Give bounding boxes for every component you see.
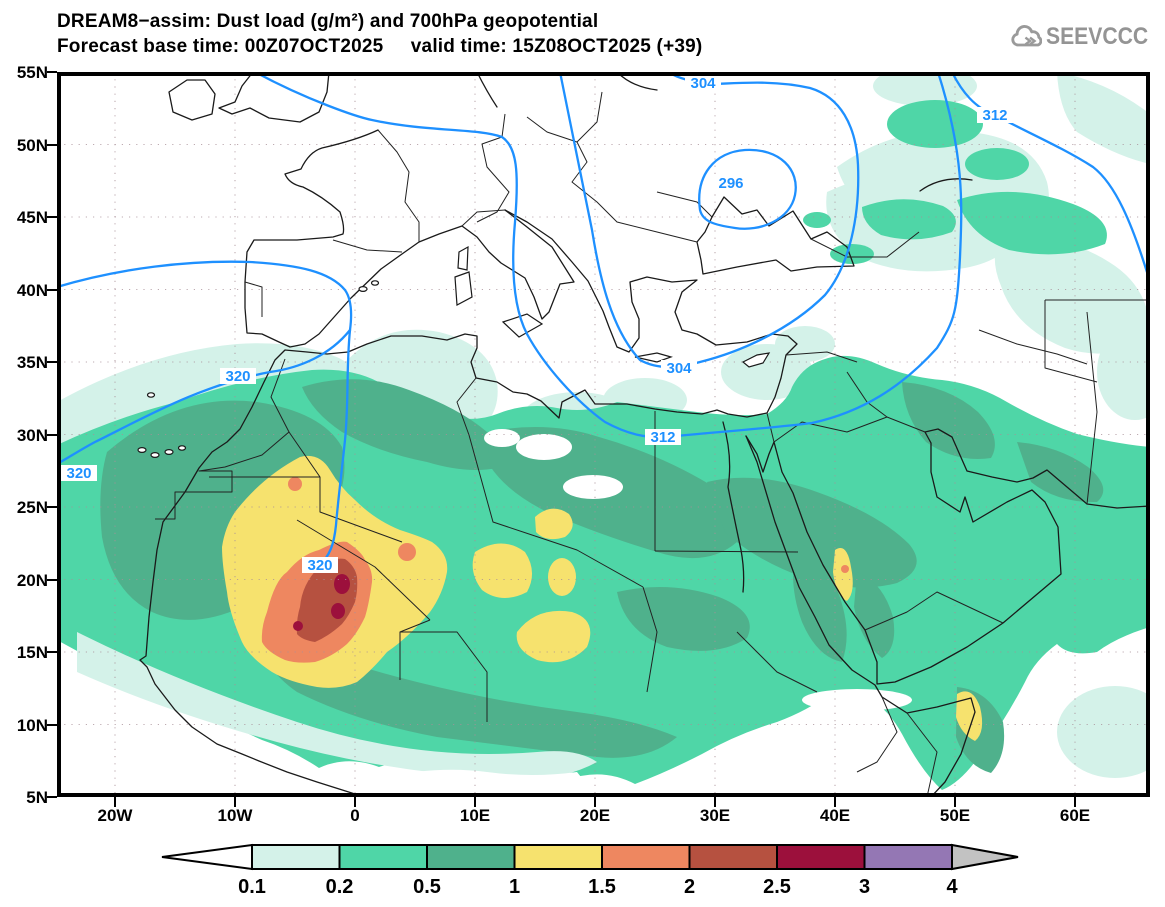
map-svg: 304 296 312 304 312 320 320 320: [55, 66, 1165, 798]
colorbar: 0.1 0.2 0.5 1 1.5 2 2.5 3 4: [161, 843, 1019, 898]
map-frame: [57, 72, 1150, 797]
colorbar-segment: [863, 844, 953, 870]
geopotential-contours: [55, 70, 1152, 570]
colorbar-tick-label: 0.1: [238, 876, 266, 898]
colorbar-tick-label: 4: [946, 876, 958, 898]
colorbar-segment: [688, 844, 778, 870]
logo-wordmark: SEEVCCC: [1045, 23, 1149, 50]
lon-tick-label: 20W: [97, 806, 133, 825]
seevccc-logo: SEEVCCC: [1010, 16, 1162, 58]
colorbar-segment: [601, 844, 691, 870]
contour-label: 320: [66, 465, 91, 482]
axis-tick: [47, 578, 57, 581]
lat-tick-label: 10N: [16, 715, 48, 735]
white-holes-and-ocean: [57, 429, 912, 797]
lat-tick-label: 5N: [26, 788, 48, 807]
axis-tick: [47, 71, 57, 73]
colorbar-tick-label: 2: [684, 876, 695, 898]
contour-label: 304: [690, 75, 716, 92]
lat-tick-label: 50N: [16, 135, 48, 155]
colorbar-segment: [426, 844, 516, 870]
contour-label: 320: [225, 368, 250, 385]
axis-tick: [47, 143, 57, 146]
lon-tick-label: 50E: [939, 806, 971, 825]
lon-tick-label: 40E: [819, 806, 851, 825]
lat-tick-label: 15N: [16, 643, 48, 662]
contour-labels: 304 296 312 304 312 320 320 320: [61, 75, 1013, 574]
axis-tick: [47, 288, 57, 291]
axis-tick: [47, 361, 57, 363]
axis-tick: [714, 797, 716, 807]
colorbar-overflow-arrow: [951, 843, 1019, 871]
axis-tick: [47, 216, 57, 218]
map-panel: 304 296 312 304 312 320 320 320: [55, 66, 1165, 798]
lon-tick-label: 0: [350, 806, 360, 825]
axis-tick: [474, 797, 476, 807]
colorbar-segment: [776, 844, 866, 870]
colorbar-tick-label: 3: [859, 876, 870, 898]
contour-label: 320: [307, 557, 332, 574]
axis-tick: [594, 797, 596, 807]
lat-tick-label: 40N: [16, 280, 48, 300]
colorbar-tick-label: 1: [509, 876, 520, 898]
chart-title: DREAM8−assim: Dust load (g/m²) and 700hP…: [57, 11, 599, 32]
lat-tick-label: 20N: [16, 570, 48, 590]
colorbar-tick-label: 2.5: [763, 876, 791, 898]
axis-tick: [47, 651, 57, 653]
lon-tick-label: 10W: [217, 806, 253, 825]
lat-tick-label: 35N: [16, 353, 48, 372]
axis-tick: [954, 797, 956, 807]
axis-tick: [234, 797, 236, 807]
axis-tick: [114, 797, 116, 807]
chart-subtitle: Forecast base time: 00Z07OCT2025 valid t…: [57, 36, 703, 57]
axis-tick: [354, 797, 356, 807]
lon-tick-label: 20E: [579, 806, 611, 825]
axis-tick: [47, 433, 57, 436]
cloud-icon: [1011, 25, 1042, 47]
contour-label: 304: [666, 360, 692, 377]
axis-tick: [47, 796, 57, 798]
contour-label: 312: [982, 107, 1007, 124]
country-borders: [155, 91, 1150, 798]
colorbar-segment: [513, 844, 603, 870]
dust-pale-south-fringe: [77, 632, 597, 780]
colorbar-segment: [251, 844, 341, 870]
lon-tick-label: 60E: [1059, 806, 1091, 825]
chart-header: DREAM8−assim: Dust load (g/m²) and 700hP…: [57, 9, 702, 59]
axis-tick: [1074, 797, 1076, 807]
coastlines: [137, 71, 1151, 798]
contour-label: 312: [650, 429, 675, 446]
lat-tick-label: 45N: [16, 208, 48, 227]
lat-tick-label: 25N: [16, 498, 48, 517]
axis-tick: [47, 723, 57, 726]
lat-tick-label: 55N: [16, 63, 48, 82]
contour-label: 296: [718, 175, 743, 192]
colorbar-segment: [338, 844, 428, 870]
lon-tick-label: 10E: [459, 806, 491, 825]
colorbar-tick-label: 0.2: [326, 876, 354, 898]
lat-tick-label: 30N: [16, 425, 48, 445]
colorbar-underflow-arrow: [161, 843, 253, 871]
axis-tick: [47, 506, 57, 508]
colorbar-tick-label: 0.5: [413, 876, 441, 898]
colorbar-tick-label: 1.5: [588, 876, 616, 898]
lon-tick-label: 30E: [699, 806, 731, 825]
axis-tick: [834, 797, 836, 807]
